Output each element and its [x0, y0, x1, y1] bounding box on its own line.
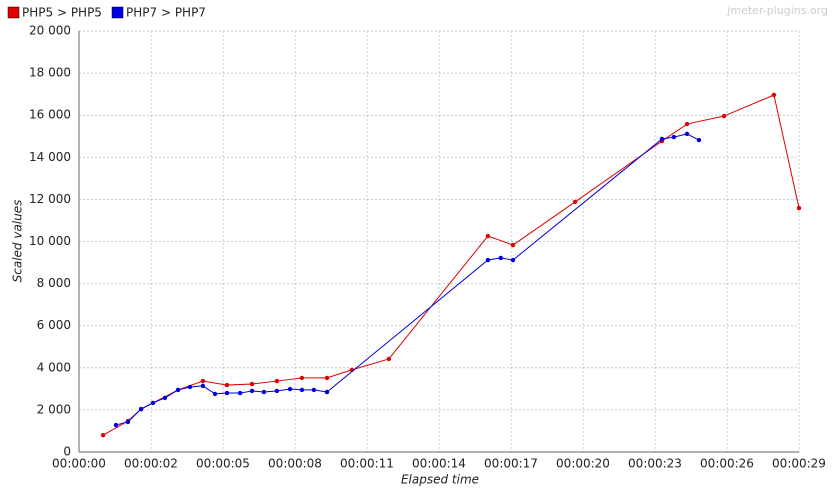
- data-point: [771, 92, 777, 98]
- data-point: [224, 390, 230, 396]
- data-point: [249, 388, 255, 394]
- data-point: [187, 384, 193, 390]
- y-axis-label: Scaled values: [11, 200, 25, 283]
- y-tick-label: 8 000: [37, 276, 71, 290]
- y-tick-label: 4 000: [37, 360, 71, 374]
- y-tick-label: 12 000: [29, 192, 71, 206]
- data-point: [299, 387, 305, 393]
- data-point: [510, 257, 516, 263]
- data-point: [696, 137, 702, 143]
- data-point: [671, 134, 677, 140]
- data-point: [311, 387, 317, 393]
- data-point: [200, 383, 206, 389]
- y-tick-label: 14 000: [29, 150, 71, 164]
- x-tick-label: 00:00:17: [484, 457, 538, 471]
- data-point: [212, 391, 218, 397]
- data-point: [572, 199, 578, 205]
- data-point: [175, 387, 181, 393]
- data-point: [138, 406, 144, 412]
- legend-label: PHP5 > PHP5: [22, 6, 102, 20]
- y-tick-label: 6 000: [37, 318, 71, 332]
- data-point: [498, 255, 504, 261]
- data-point: [684, 131, 690, 137]
- y-tick-label: 20 000: [29, 24, 71, 38]
- x-tick-label: 00:00:26: [700, 457, 754, 471]
- y-tick-label: 18 000: [29, 66, 71, 80]
- data-point: [287, 386, 293, 392]
- y-tick-label: 10 000: [29, 234, 71, 248]
- data-point: [125, 419, 131, 425]
- data-point: [150, 400, 156, 406]
- data-point: [237, 390, 243, 396]
- x-tick-label: 00:00:20: [556, 457, 610, 471]
- data-point: [324, 375, 330, 381]
- data-point: [684, 121, 690, 127]
- data-point: [721, 113, 727, 119]
- legend-label: PHP7 > PHP7: [126, 6, 206, 20]
- data-point: [113, 422, 119, 428]
- data-point: [261, 389, 267, 395]
- x-tick-label: 00:00:14: [412, 457, 466, 471]
- data-point: [485, 257, 491, 263]
- data-point: [386, 356, 392, 362]
- data-point: [200, 378, 206, 384]
- data-point: [224, 382, 230, 388]
- data-point: [274, 388, 280, 394]
- y-tick-label: 16 000: [29, 108, 71, 122]
- data-point: [510, 242, 516, 248]
- y-tick-label: 2 000: [37, 402, 71, 416]
- x-tick-label: 00:00:05: [196, 457, 250, 471]
- x-tick-label: 00:00:08: [268, 457, 322, 471]
- y-tick-label: 0: [63, 445, 71, 459]
- x-tick-label: 00:00:00: [52, 457, 106, 471]
- data-point: [162, 395, 168, 401]
- data-point: [796, 205, 802, 211]
- data-point: [100, 432, 106, 438]
- watermark: jmeter-plugins.org: [726, 4, 828, 17]
- data-point: [249, 381, 255, 387]
- legend-swatch: [7, 6, 20, 19]
- x-tick-label: 00:00:23: [628, 457, 682, 471]
- x-tick-label: 00:00:29: [772, 457, 826, 471]
- x-tick-label: 00:00:11: [340, 457, 394, 471]
- data-point: [485, 233, 491, 239]
- data-point: [299, 375, 305, 381]
- x-tick-label: 00:00:02: [124, 457, 178, 471]
- data-point: [274, 378, 280, 384]
- x-axis-label: Elapsed time: [401, 473, 479, 487]
- legend-swatch: [111, 6, 124, 19]
- data-point: [659, 136, 665, 142]
- data-point: [324, 389, 330, 395]
